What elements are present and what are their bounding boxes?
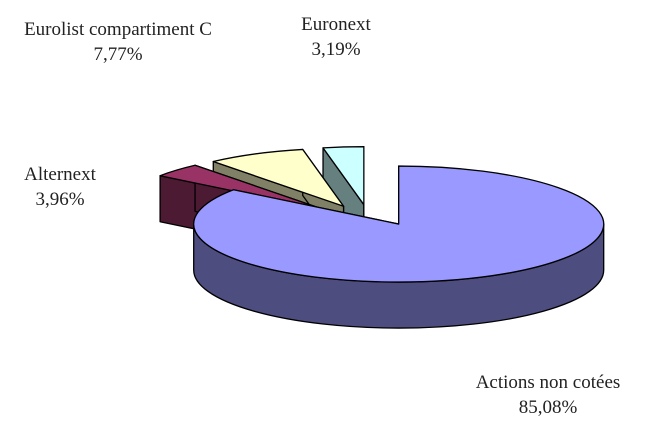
- category-label: Actions non cotées: [475, 372, 621, 393]
- slice-label: Actions non cotées 85,08%: [438, 370, 651, 420]
- value-label: 85,08%: [518, 397, 578, 418]
- value-label: 7,77%: [93, 44, 143, 65]
- slice-label: Eurolist compartiment C 7,77%: [18, 17, 218, 67]
- slice-top: [322, 146, 365, 206]
- slice-top: [212, 148, 345, 207]
- value-label: 3,19%: [311, 39, 361, 60]
- category-label: Alternext: [24, 164, 96, 185]
- slice-label: Euronext 3,19%: [266, 12, 406, 62]
- slice-label: Alternext 3,96%: [5, 162, 115, 212]
- value-label: 3,96%: [35, 189, 85, 210]
- slice-top: [193, 165, 605, 283]
- slice-top: [159, 164, 326, 211]
- category-label: Eurolist compartiment C: [24, 19, 212, 40]
- category-label: Euronext: [301, 14, 371, 35]
